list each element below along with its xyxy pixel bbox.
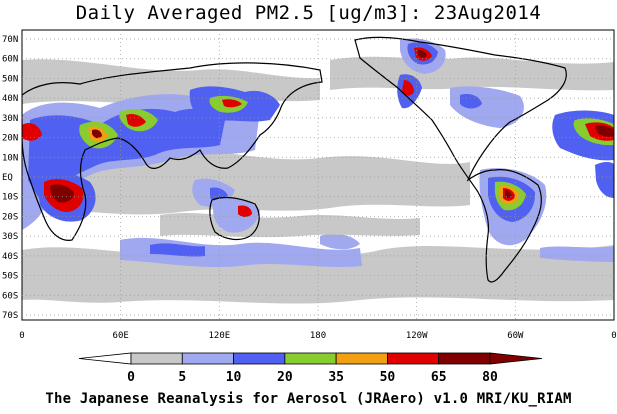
lat-tick-label: 10N [2,153,18,163]
lon-tick-label: 180 [310,331,326,341]
colorbar-label: 50 [380,370,396,385]
lat-tick-label: 30N [2,114,18,124]
colorbar-label: 20 [277,370,293,385]
colorbar-segment [284,352,337,365]
lat-tick-label: 20S [2,212,18,222]
lat-tick-label: 60N [2,55,18,65]
colorbar-segment [335,352,388,365]
lat-tick-label: 30S [2,232,18,242]
lat-tick-label: EQ [2,173,13,183]
lon-tick-label: 120W [406,331,428,341]
colorbar-segment [233,352,286,365]
colorbar-label: 10 [226,370,242,385]
colorbar: 0 5 10 20 35 50 65 80 [78,352,543,385]
colorbar-segment [438,352,491,365]
gridlines [22,30,614,320]
lat-tick-label: 40N [2,94,18,104]
colorbar-low-arrow [78,352,132,365]
colorbar-label: 35 [328,370,344,385]
lon-tick-label: 120E [208,331,230,341]
colorbar-label: 5 [178,370,186,385]
lat-tick-label: 70S [2,311,18,321]
colorbar-label: 65 [431,370,447,385]
pm25-field [22,36,614,304]
lat-tick-label: 50S [2,272,18,282]
chart-title: Daily Averaged PM2.5 [ug/m3]: 23Aug2014 [75,2,542,24]
colorbar-segment [387,352,440,365]
lat-tick-label: 10S [2,193,18,203]
lat-tick-label: 20N [2,134,18,144]
colorbar-segment [130,352,183,365]
lat-tick-label: 60S [2,291,18,301]
colorbar-label: 80 [482,370,498,385]
colorbar-high-arrow [489,352,543,365]
colorbar-segment [181,352,234,365]
lat-tick-label: 70N [2,35,18,45]
lon-tick-label: 60W [507,331,524,341]
lon-tick-labels: 0 60E 120E 180 120W 60W 0 [19,331,616,341]
lat-tick-labels: 70N 60N 50N 40N 30N 20N 10N EQ 10S 20S 30S 40S 50S 60… [2,35,18,321]
lon-tick-label: 60E [113,331,129,341]
lon-tick-label: 0 [19,331,24,341]
colorbar-label: 0 [127,370,135,385]
lat-tick-label: 50N [2,74,18,84]
footer-credit: The Japanese Reanalysis for Aerosol (JRA… [45,391,572,407]
lon-tick-label: 0 [611,331,616,341]
lat-tick-label: 40S [2,252,18,262]
